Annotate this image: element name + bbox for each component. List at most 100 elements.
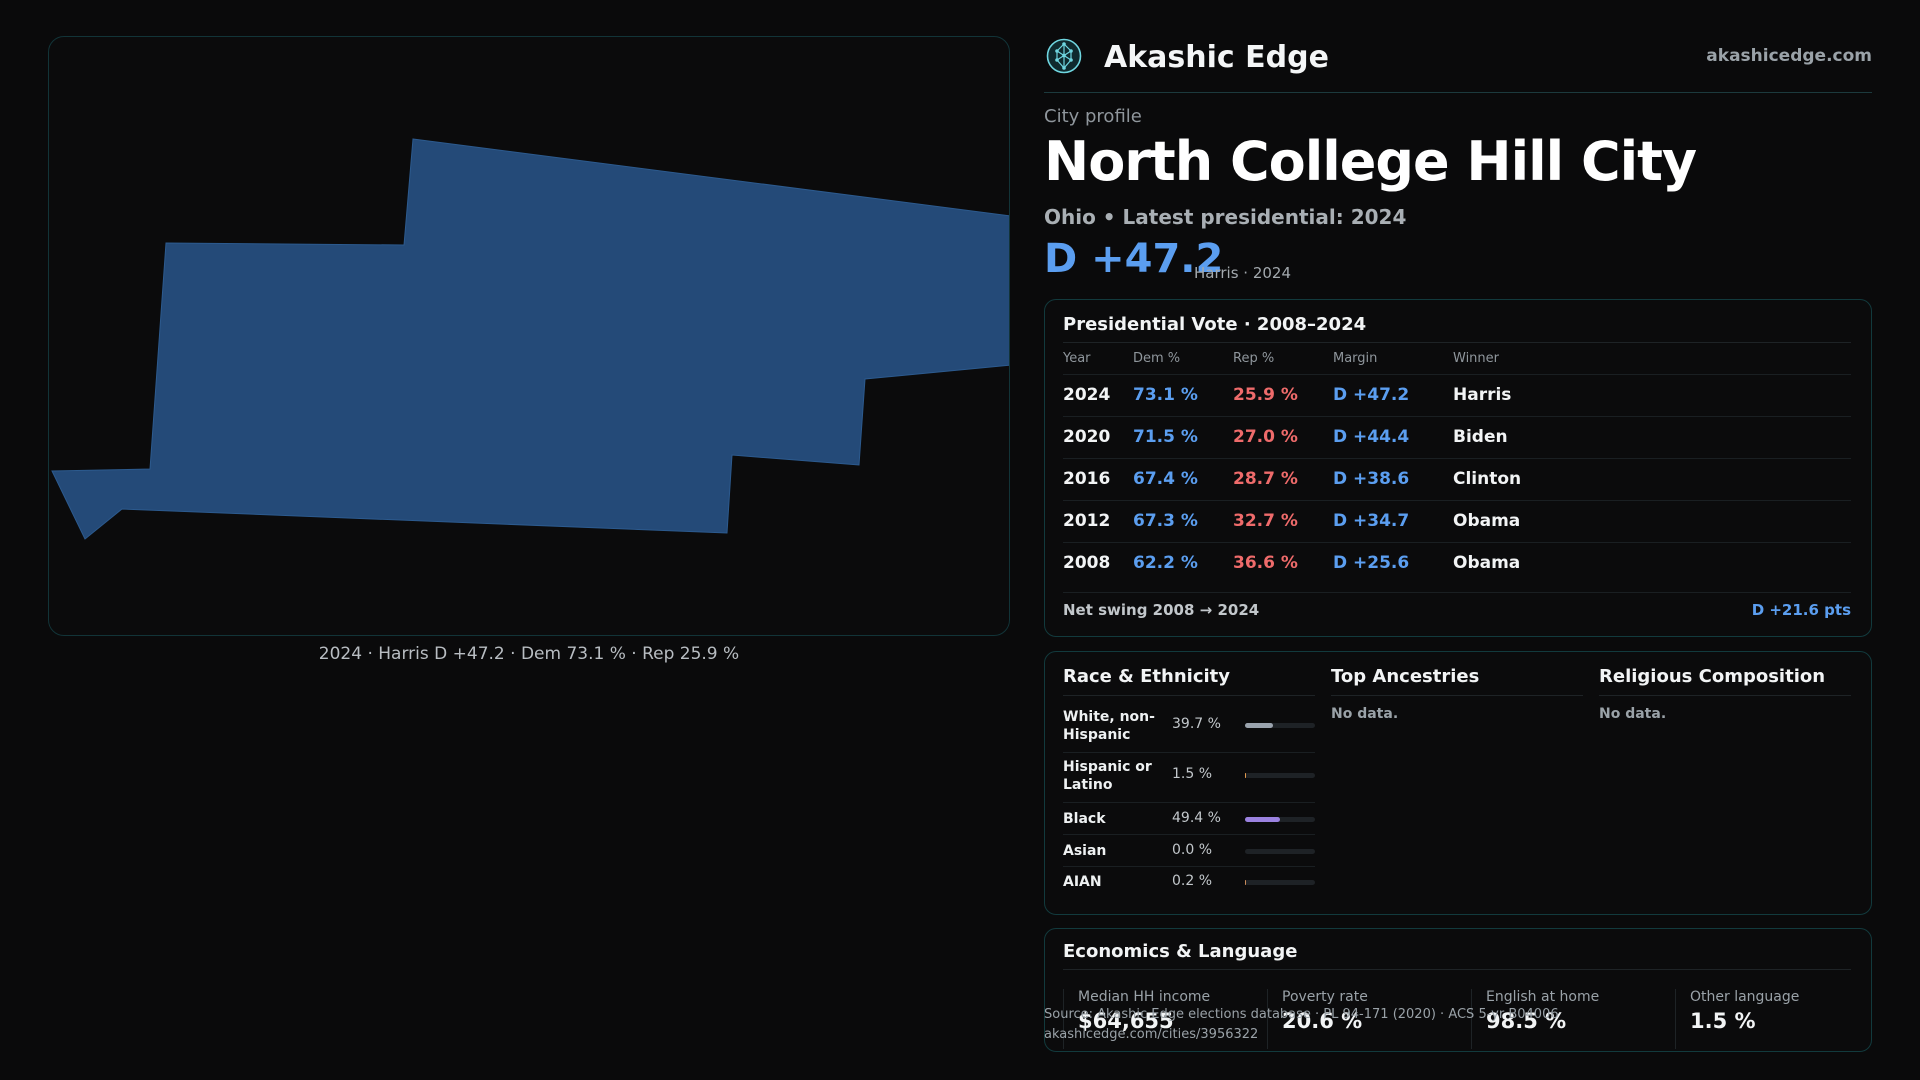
economics-title: Economics & Language — [1063, 941, 1298, 962]
religion-section: Religious Composition No data. — [1599, 666, 1851, 722]
table-row: 2008 62.2 % 36.6 % D +25.6 Obama — [1063, 542, 1851, 584]
stat-label: English at home — [1486, 989, 1600, 1005]
stat-poverty-rate: Poverty rate 20.6 % — [1267, 989, 1462, 1049]
race-name: Black — [1063, 811, 1106, 827]
cell-rep: 28.7 % — [1233, 469, 1298, 489]
stat-label: Median HH income — [1078, 989, 1211, 1005]
stat-value: 1.5 % — [1690, 1009, 1756, 1033]
table-row: 2020 71.5 % 27.0 % D +44.4 Biden — [1063, 416, 1851, 458]
net-swing-label: Net swing 2008 → 2024 — [1063, 601, 1260, 619]
stat-label: Poverty rate — [1282, 989, 1368, 1005]
race-bar-fill — [1245, 773, 1247, 778]
race-percent: 0.0 % — [1172, 842, 1213, 858]
race-section-title: Race & Ethnicity — [1063, 666, 1315, 696]
list-item: Black 49.4 % — [1063, 804, 1315, 835]
table-row: 2012 67.3 % 32.7 % D +34.7 Obama — [1063, 500, 1851, 542]
cell-winner: Harris — [1453, 385, 1512, 405]
cell-rep: 27.0 % — [1233, 427, 1298, 447]
source-citation: Source: Akashic Edge elections database … — [1044, 1007, 1559, 1022]
list-item: Hispanic or Latino 1.5 % — [1063, 754, 1315, 803]
stat-median-income: Median HH income $64,655 — [1063, 989, 1258, 1049]
table-row: 2024 73.1 % 25.9 % D +47.2 Harris — [1063, 374, 1851, 416]
cell-margin: D +38.6 — [1333, 469, 1410, 489]
brand-name: Akashic Edge — [1104, 40, 1329, 75]
cell-margin: D +25.6 — [1333, 553, 1410, 573]
race-percent: 49.4 % — [1172, 810, 1221, 826]
stat-value: $64,655 — [1078, 1009, 1174, 1033]
cell-winner: Obama — [1453, 511, 1521, 531]
cell-rep: 36.6 % — [1233, 553, 1298, 573]
vote-card-title: Presidential Vote · 2008–2024 — [1063, 314, 1367, 335]
net-swing-value: D +21.6 pts — [1751, 601, 1851, 619]
vote-table-header: Year Dem % Rep % Margin Winner — [1063, 342, 1851, 366]
ancestries-section: Top Ancestries No data. — [1331, 666, 1583, 722]
cell-year: 2008 — [1063, 553, 1111, 573]
divider — [1063, 969, 1851, 970]
race-name: Asian — [1063, 843, 1107, 859]
cell-year: 2024 — [1063, 385, 1111, 405]
col-winner-header: Winner — [1453, 351, 1500, 366]
cell-winner: Biden — [1453, 427, 1508, 447]
brand-url-link[interactable]: akashicedge.com — [1706, 46, 1872, 66]
cell-winner: Obama — [1453, 553, 1521, 573]
page-subtitle: Ohio • Latest presidential: 2024 — [1044, 205, 1407, 229]
economics-card: Economics & Language Median HH income $6… — [1044, 928, 1872, 1052]
race-bar-track — [1245, 880, 1315, 885]
source-url-link[interactable]: akashicedge.com/cities/3956322 — [1044, 1027, 1259, 1042]
tree-of-life-logo-icon — [1046, 38, 1082, 74]
cell-dem: 73.1 % — [1133, 385, 1198, 405]
vote-table-body: 2024 73.1 % 25.9 % D +47.2 Harris 2020 7… — [1063, 374, 1851, 584]
cell-year: 2016 — [1063, 469, 1111, 489]
race-bar-fill — [1245, 880, 1247, 885]
race-bar-track — [1245, 849, 1315, 854]
race-list: White, non-Hispanic 39.7 % Hispanic or L… — [1063, 696, 1315, 896]
presidential-vote-card: Presidential Vote · 2008–2024 Year Dem %… — [1044, 299, 1872, 637]
page-eyebrow: City profile — [1044, 106, 1142, 127]
cell-margin: D +34.7 — [1333, 511, 1410, 531]
cell-year: 2020 — [1063, 427, 1111, 447]
stat-label: Other language — [1690, 989, 1800, 1005]
col-dem-header: Dem % — [1133, 351, 1181, 366]
col-year-header: Year — [1063, 351, 1091, 366]
city-map[interactable] — [48, 36, 1010, 636]
cell-dem: 62.2 % — [1133, 553, 1198, 573]
col-margin-header: Margin — [1333, 351, 1378, 366]
demographics-card: Race & Ethnicity White, non-Hispanic 39.… — [1044, 651, 1872, 915]
list-item: Asian 0.0 % — [1063, 836, 1315, 867]
list-item: AIAN 0.2 % — [1063, 868, 1315, 896]
brand-header: Akashic Edge akashicedge.com — [1044, 36, 1872, 93]
stat-value: 20.6 % — [1282, 1009, 1363, 1033]
cell-year: 2012 — [1063, 511, 1111, 531]
race-name: White, non-Hispanic — [1063, 709, 1155, 743]
city-boundary-map — [51, 138, 1009, 540]
ancestries-title: Top Ancestries — [1331, 666, 1583, 696]
city-boundary-shape — [51, 138, 1009, 540]
list-item: White, non-Hispanic 39.7 % — [1063, 704, 1315, 753]
cell-dem: 67.3 % — [1133, 511, 1198, 531]
cell-dem: 67.4 % — [1133, 469, 1198, 489]
ancestries-empty-text: No data. — [1331, 706, 1399, 722]
race-bar-track — [1245, 817, 1315, 822]
stat-value: 98.5 % — [1486, 1009, 1567, 1033]
stat-english-at-home: English at home 98.5 % — [1471, 989, 1666, 1049]
headline-margin: D +47.2 — [1044, 236, 1224, 282]
stat-other-language: Other language 1.5 % — [1675, 989, 1850, 1049]
cell-margin: D +47.2 — [1333, 385, 1410, 405]
cell-dem: 71.5 % — [1133, 427, 1198, 447]
map-caption: 2024 · Harris D +47.2 · Dem 73.1 % · Rep… — [318, 644, 740, 664]
race-bar-track — [1245, 723, 1315, 728]
cell-winner: Clinton — [1453, 469, 1522, 489]
religion-title: Religious Composition — [1599, 666, 1851, 696]
cell-rep: 25.9 % — [1233, 385, 1298, 405]
religion-empty-text: No data. — [1599, 706, 1667, 722]
race-name: AIAN — [1063, 874, 1102, 890]
race-bar-track — [1245, 773, 1315, 778]
race-percent: 39.7 % — [1172, 716, 1221, 732]
source-footer: Source: Akashic Edge elections database … — [1044, 1005, 1559, 1045]
table-row: 2016 67.4 % 28.7 % D +38.6 Clinton — [1063, 458, 1851, 500]
race-percent: 1.5 % — [1172, 766, 1213, 782]
race-bar-fill — [1245, 817, 1280, 822]
race-bar-fill — [1245, 723, 1273, 728]
race-percent: 0.2 % — [1172, 873, 1213, 889]
col-rep-header: Rep % — [1233, 351, 1275, 366]
